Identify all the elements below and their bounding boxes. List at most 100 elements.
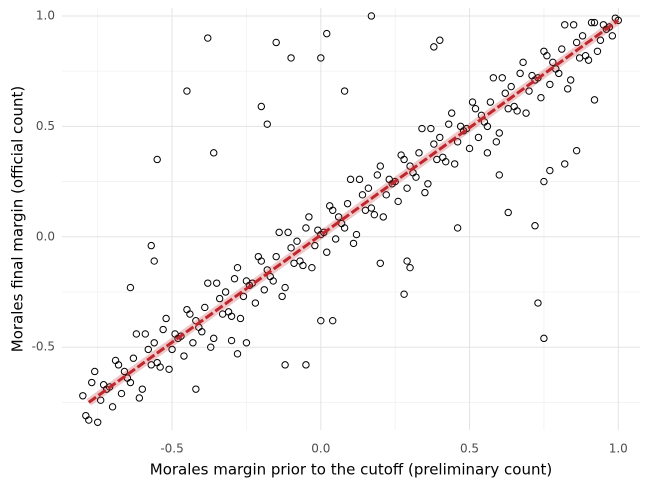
point	[352, 230, 361, 239]
point	[147, 241, 155, 250]
point	[400, 290, 408, 298]
point	[540, 47, 548, 55]
point	[427, 124, 435, 133]
point	[569, 21, 578, 29]
point	[471, 104, 480, 113]
point	[323, 29, 331, 38]
point	[418, 124, 426, 133]
point	[534, 299, 542, 307]
point	[605, 23, 614, 31]
point	[331, 235, 340, 243]
point	[230, 275, 239, 283]
point	[564, 85, 572, 93]
point	[465, 144, 474, 153]
point	[495, 171, 503, 179]
point	[144, 345, 152, 354]
point	[394, 197, 402, 206]
point	[498, 74, 506, 82]
point	[311, 241, 319, 250]
point	[358, 191, 367, 199]
point	[165, 365, 173, 373]
point	[364, 184, 373, 192]
point	[308, 263, 316, 272]
point	[561, 160, 569, 168]
point	[453, 224, 462, 232]
point	[436, 133, 444, 142]
point	[334, 213, 343, 221]
point	[233, 263, 242, 272]
point	[150, 339, 158, 347]
point	[278, 292, 286, 301]
point	[468, 98, 477, 106]
point	[284, 228, 292, 237]
point	[403, 257, 411, 265]
point	[445, 120, 453, 128]
y-tick-label: -0.5	[32, 340, 55, 354]
point	[204, 34, 212, 42]
point	[183, 305, 191, 314]
point	[421, 188, 429, 197]
point	[287, 244, 295, 252]
x-tick-label: 1.0	[609, 442, 628, 456]
x-tick-label: -0.5	[160, 442, 183, 456]
point	[82, 411, 90, 420]
point	[453, 138, 462, 146]
point	[436, 36, 444, 44]
point	[210, 149, 218, 157]
point	[510, 102, 518, 111]
point	[111, 356, 120, 365]
point	[447, 109, 456, 117]
point	[608, 32, 617, 40]
point	[210, 334, 218, 343]
point	[575, 54, 584, 62]
point	[519, 58, 527, 67]
point	[317, 54, 325, 62]
point	[183, 87, 191, 95]
point	[424, 180, 432, 188]
y-axis-title: Morales final margin (official count)	[9, 86, 27, 352]
y-tick-label: 0.5	[36, 119, 55, 133]
point	[540, 334, 548, 343]
point	[135, 394, 144, 402]
point	[93, 418, 102, 426]
point	[189, 339, 197, 347]
point	[227, 336, 236, 345]
point	[403, 184, 411, 192]
point	[397, 151, 405, 159]
y-tick-label: 1.0	[36, 8, 55, 22]
point	[242, 339, 251, 347]
point	[204, 279, 212, 287]
point	[201, 303, 209, 312]
point	[150, 257, 158, 265]
point	[120, 367, 129, 376]
point	[504, 104, 512, 113]
y-tick-label: 0.0	[36, 229, 55, 243]
point	[504, 208, 512, 217]
point	[293, 237, 301, 245]
point	[340, 87, 349, 95]
point	[162, 314, 170, 323]
point	[516, 69, 524, 78]
point	[540, 177, 548, 186]
point	[117, 389, 126, 398]
point	[581, 51, 590, 60]
point	[272, 38, 280, 47]
point	[159, 325, 167, 334]
point	[376, 162, 385, 170]
point	[302, 224, 310, 232]
point	[546, 166, 554, 175]
point	[343, 199, 352, 208]
x-tick-label: 0.5	[460, 442, 479, 456]
point	[254, 252, 263, 261]
point	[572, 38, 581, 47]
point	[474, 133, 483, 142]
point	[489, 74, 498, 82]
point	[177, 332, 185, 340]
x-tick-label: 0.0	[311, 442, 330, 456]
point	[593, 47, 602, 55]
point	[233, 350, 242, 358]
point	[346, 175, 355, 184]
point	[578, 32, 587, 40]
point	[367, 204, 376, 212]
point	[88, 378, 96, 387]
